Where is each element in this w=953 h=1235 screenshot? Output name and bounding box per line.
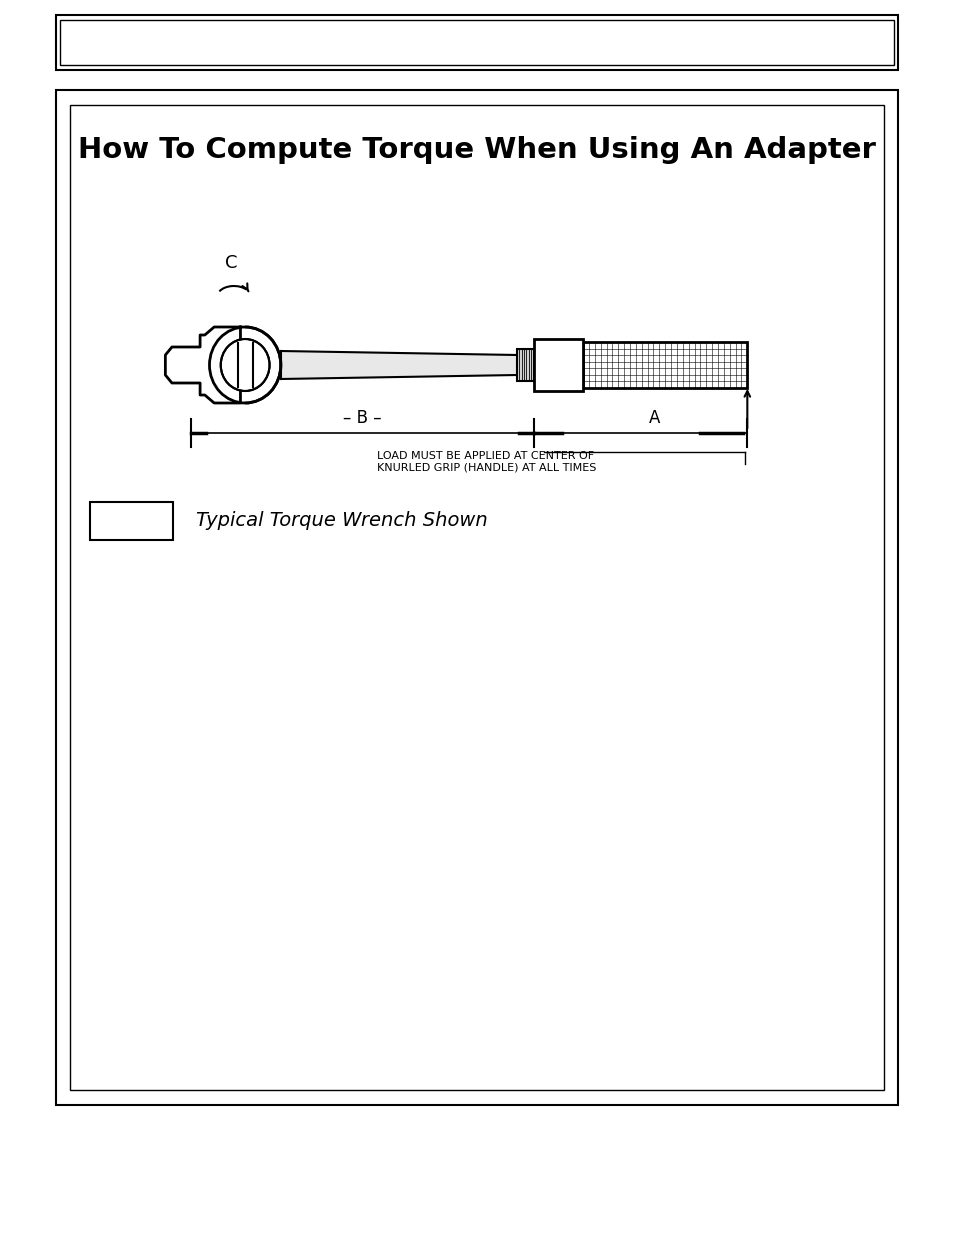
Bar (582, 342, 746, 388)
Bar (91, 501, 172, 540)
Bar (70, 105, 883, 1091)
Text: A: A (648, 409, 659, 427)
Polygon shape (280, 351, 517, 379)
Text: Typical Torque Wrench Shown: Typical Torque Wrench Shown (196, 511, 488, 531)
Polygon shape (165, 327, 240, 403)
Bar (55, 15, 898, 70)
Bar (60, 20, 893, 65)
Circle shape (220, 338, 270, 391)
Text: – B –: – B – (343, 409, 381, 427)
Text: C: C (225, 254, 237, 272)
Text: How To Compute Torque When Using An Adapter: How To Compute Torque When Using An Adap… (78, 136, 875, 164)
Bar (534, 338, 582, 391)
Bar (517, 350, 534, 382)
Bar (55, 90, 898, 1105)
Text: LOAD MUST BE APPLIED AT CENTER OF
KNURLED GRIP (HANDLE) AT ALL TIMES: LOAD MUST BE APPLIED AT CENTER OF KNURLE… (376, 451, 596, 473)
